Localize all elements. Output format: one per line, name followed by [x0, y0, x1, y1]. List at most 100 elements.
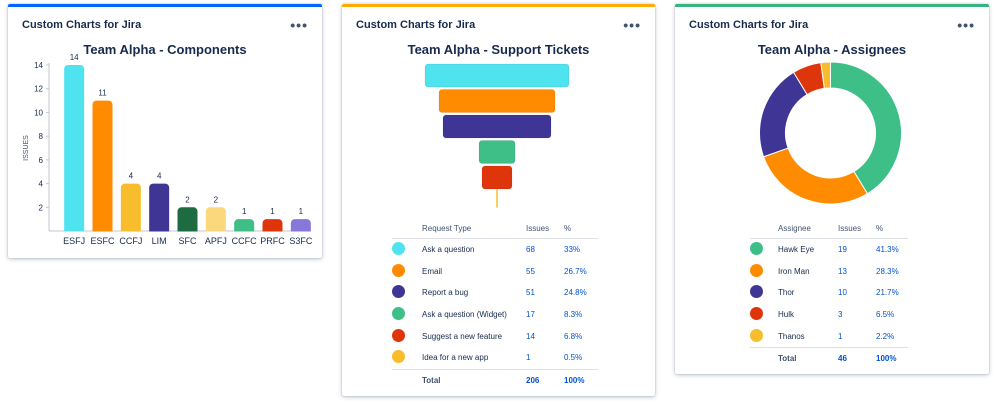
total-empty-cell — [750, 346, 778, 370]
legend-issues[interactable]: 1 — [526, 353, 531, 363]
assignee-legend-table: Assignee Issues % Hawk Eye 19 41.3% Iron Ma… — [750, 222, 908, 370]
legend-header-row: Assignee Issues % — [750, 222, 908, 239]
legend-swatch — [392, 350, 405, 364]
legend-percent: 0.5% — [564, 353, 583, 363]
legend-percent: 6.8% — [564, 331, 583, 341]
legend-percent: 21.7% — [876, 288, 899, 298]
legend-swatch — [392, 263, 405, 277]
bar — [64, 65, 85, 235]
legend-swatch — [392, 242, 405, 256]
y-tick-label: 8 — [39, 132, 44, 141]
legend-percent: 28.3% — [876, 266, 899, 276]
header-label: Assignee — [778, 222, 838, 239]
legend-row[interactable]: Thanos 1 2.2% — [750, 325, 908, 347]
x-tick-label: PRFC — [260, 236, 285, 246]
legend-label: Ask a question — [422, 245, 475, 255]
legend-issues[interactable]: 1 — [838, 331, 843, 341]
legend-row[interactable]: Hawk Eye 19 41.3% — [750, 239, 908, 261]
chart-title: Team Alpha - Assignees — [757, 42, 907, 57]
legend-swatch — [750, 285, 763, 299]
legend-percent: 33% — [564, 245, 581, 255]
legend-issues[interactable]: 17 — [526, 310, 535, 320]
legend-row[interactable]: Report a bug 51 24.8% — [392, 282, 598, 304]
x-tick-label: CCFC — [232, 236, 257, 246]
legend-label: Idea for a new app — [422, 353, 489, 363]
x-tick-label: ESFC — [90, 236, 115, 246]
legend-row[interactable]: Suggest a new feature 14 6.8% — [392, 325, 598, 347]
bar — [92, 100, 113, 235]
funnel-chart — [424, 63, 570, 208]
bar-value-label: 1 — [299, 207, 304, 216]
bar-value-label: 1 — [242, 207, 247, 216]
card-header: Custom Charts for Jira ••• — [356, 15, 641, 35]
bar-chart: 2468101214ISSUES14ESFJ11ESFC4CCFJ4LIM2SF… — [23, 53, 313, 246]
legend-row[interactable]: Email 55 26.7% — [392, 261, 598, 283]
legend-percent: 2.2% — [876, 331, 895, 341]
funnel-segment — [478, 140, 516, 164]
donut-slice — [830, 61, 902, 195]
support-tickets-card: Custom Charts for Jira ••• Team Alpha - … — [342, 4, 655, 396]
bar — [177, 207, 198, 235]
legend-issues[interactable]: 3 — [838, 310, 843, 320]
bar — [205, 207, 226, 235]
x-tick-label: CCFJ — [119, 236, 142, 246]
more-horizontal-icon[interactable]: ••• — [290, 17, 308, 33]
components-card: Custom Charts for Jira ••• Team Alpha - … — [8, 4, 322, 258]
legend-percent: 24.8% — [564, 288, 587, 298]
legend-row[interactable]: Ask a question (Widget) 17 8.3% — [392, 304, 598, 326]
legend-label: Ask a question (Widget) — [422, 310, 507, 320]
legend-percent: 41.3% — [876, 245, 899, 255]
total-label: Total — [422, 368, 526, 392]
legend-swatch-cell — [392, 282, 422, 304]
baseline-mask — [50, 231, 311, 237]
y-tick-label: 12 — [34, 85, 43, 94]
legend-swatch — [750, 263, 763, 277]
legend-swatch-cell — [750, 304, 778, 326]
assignees-card: Custom Charts for Jira ••• Team Alpha - … — [675, 4, 989, 374]
legend-total-row: Total 206 100% — [392, 368, 598, 392]
bar-value-label: 2 — [214, 195, 219, 204]
legend-swatch — [750, 307, 763, 321]
legend-row[interactable]: Thor 10 21.7% — [750, 282, 908, 304]
legend-label: Iron Man — [778, 266, 810, 276]
legend-label: Suggest a new feature — [422, 331, 503, 341]
header-issues: Issues — [838, 222, 876, 239]
legend-swatch-cell — [392, 325, 422, 347]
x-tick-label: APFJ — [205, 236, 227, 246]
total-issues: 46 — [838, 346, 876, 370]
legend-row[interactable]: Hulk 3 6.5% — [750, 304, 908, 326]
legend-label: Thor — [778, 288, 795, 298]
legend-issues[interactable]: 10 — [838, 288, 847, 298]
legend-issues[interactable]: 14 — [526, 331, 535, 341]
header-pct: % — [564, 222, 598, 239]
total-percent: 100% — [876, 346, 908, 370]
legend-row[interactable]: Ask a question 68 33% — [392, 239, 598, 261]
bar-value-label: 4 — [129, 172, 134, 181]
legend-total-row: Total 46 100% — [750, 346, 908, 370]
y-tick-label: 4 — [39, 180, 44, 189]
bar-value-label: 1 — [270, 207, 275, 216]
x-tick-label: S3FC — [289, 236, 313, 246]
legend-issues[interactable]: 13 — [838, 266, 847, 276]
total-empty-cell — [392, 368, 422, 392]
bar-value-label: 11 — [98, 89, 107, 98]
funnel-segment — [481, 165, 513, 190]
legend-issues[interactable]: 68 — [526, 245, 535, 255]
more-horizontal-icon[interactable]: ••• — [957, 17, 975, 33]
card-accent-bar — [8, 4, 322, 7]
header-issues: Issues — [526, 222, 564, 239]
legend-issues[interactable]: 19 — [838, 245, 847, 255]
legend-issues[interactable]: 55 — [526, 266, 535, 276]
card-app-title: Custom Charts for Jira — [22, 19, 142, 31]
legend-header-row: Request Type Issues % — [392, 222, 598, 239]
chart-title: Team Alpha - Support Tickets — [407, 42, 590, 57]
legend-issues[interactable]: 51 — [526, 288, 535, 298]
legend-row[interactable]: Iron Man 13 28.3% — [750, 261, 908, 283]
y-tick-label: 10 — [34, 108, 43, 117]
y-tick-label: 2 — [39, 203, 44, 212]
more-horizontal-icon[interactable]: ••• — [623, 17, 641, 33]
legend-row[interactable]: Idea for a new app 1 0.5% — [392, 347, 598, 369]
card-header: Custom Charts for Jira ••• — [689, 15, 975, 35]
header-label: Request Type — [422, 222, 526, 239]
bar — [262, 219, 283, 235]
